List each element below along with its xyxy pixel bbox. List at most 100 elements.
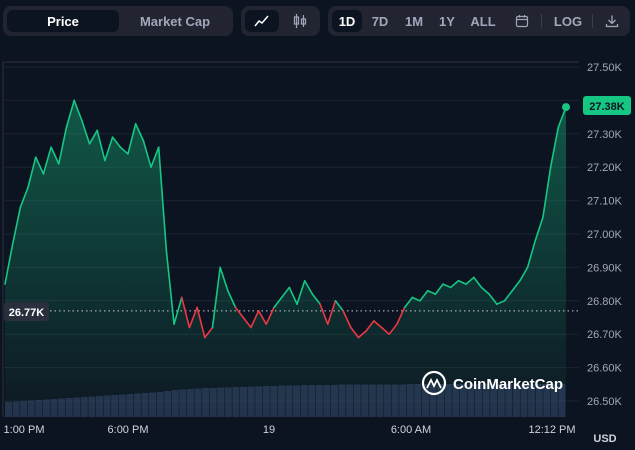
price-line-segment	[34, 156, 45, 175]
price-line-segment	[280, 286, 291, 299]
download-button[interactable]	[599, 10, 625, 32]
price-line-segment	[549, 126, 560, 168]
toolbar-divider	[541, 14, 542, 28]
price-line-segment	[365, 320, 375, 332]
price-line-segment	[81, 119, 91, 145]
watermark-text: CoinMarketCap	[453, 376, 563, 393]
x-tick-label: 6:00 AM	[391, 424, 431, 436]
y-tick-label: 26.50K	[587, 396, 623, 408]
price-line-segment	[165, 249, 175, 325]
view-toggle: Price Market Cap	[3, 6, 233, 36]
price-line-segment	[472, 276, 483, 289]
x-tick-label: 12:12 PM	[528, 424, 575, 436]
range-all-button[interactable]: ALL	[470, 13, 496, 29]
price-line-segment	[373, 320, 383, 329]
price-line-segment	[319, 303, 329, 325]
price-line-segment	[204, 326, 214, 339]
price-line-segment	[104, 136, 114, 162]
price-line-segment	[480, 286, 490, 295]
price-line-segment	[88, 129, 99, 145]
price-line-segment	[273, 296, 283, 309]
range-1m-button[interactable]: 1M	[404, 13, 424, 29]
coinmarketcap-logo: CoinMarketCap	[421, 370, 563, 396]
x-tick-label: 6:00 PM	[108, 424, 149, 436]
log-scale-button[interactable]: LOG	[553, 13, 583, 29]
price-line-segment	[42, 146, 52, 175]
candlestick-button[interactable]	[283, 10, 317, 32]
price-line-segment	[288, 286, 298, 305]
price-line-segment	[173, 296, 183, 325]
price-line-segment	[488, 293, 498, 305]
y-tick-label: 26.60K	[587, 363, 623, 375]
price-line-segment	[134, 122, 145, 142]
price-line-segment	[11, 206, 22, 245]
current-price-label: 27.38K	[589, 101, 625, 113]
calendar-icon	[515, 15, 529, 28]
x-tick-label: 1:00 PM	[4, 424, 45, 436]
price-area-fill	[5, 100, 566, 418]
candlestick-icon	[293, 14, 307, 28]
price-line-segment	[419, 289, 429, 302]
y-tick-label: 26.70K	[587, 329, 623, 341]
price-line-segment	[196, 306, 206, 339]
price-line-segment	[503, 289, 514, 302]
calendar-button[interactable]	[508, 10, 536, 32]
price-line-segment	[511, 279, 521, 292]
y-tick-label: 27.00K	[587, 229, 623, 241]
price-line-segment	[242, 316, 252, 329]
price-line-segment	[342, 310, 352, 329]
price-line-segment	[73, 99, 83, 122]
price-line-segment	[396, 306, 406, 325]
price-line-segment	[311, 293, 321, 305]
price-line-segment	[50, 146, 60, 165]
price-tab[interactable]: Price	[7, 10, 119, 32]
price-line-segment	[150, 146, 160, 168]
price-line-segment	[403, 296, 414, 309]
price-line-segment	[127, 122, 137, 155]
price-line-segment	[211, 266, 221, 329]
chart-type-toggle	[241, 6, 320, 36]
line-chart-button[interactable]	[245, 10, 279, 32]
price-line-segment	[250, 310, 260, 329]
price-line-segment	[188, 306, 198, 329]
price-line-segment	[442, 283, 452, 289]
price-line-segment	[265, 306, 275, 325]
price-line-segment	[19, 186, 29, 209]
price-line-segment	[296, 279, 306, 305]
price-line-segment	[65, 99, 75, 128]
price-line-segment	[303, 279, 314, 295]
reference-price-badge	[4, 302, 49, 321]
last-price-dot	[562, 103, 570, 112]
toolbar-divider	[592, 14, 593, 28]
price-line-segment	[519, 266, 529, 282]
y-tick-label: 26.80K	[587, 296, 623, 308]
market-cap-tab[interactable]: Market Cap	[139, 13, 211, 29]
line-chart-icon	[254, 15, 269, 27]
price-line-segment	[388, 323, 398, 336]
price-line-segment	[357, 330, 367, 339]
price-line-segment	[496, 299, 506, 305]
price-line-segment	[426, 289, 437, 295]
x-axis: 1:00 PM 6:00 PM 19 6:00 AM 12:12 PM	[4, 424, 576, 436]
price-line-segment	[526, 239, 537, 269]
price-line-segment	[434, 283, 444, 295]
price-line-segment	[27, 156, 37, 189]
range-toolbar: 1D 7D 1M 1Y ALL LOG	[328, 6, 630, 36]
price-line-segment	[234, 306, 245, 319]
y-tick-label: 27.20K	[587, 162, 623, 174]
coinmarketcap-logo-icon	[421, 370, 447, 396]
range-7d-button[interactable]: 7D	[371, 13, 389, 29]
range-1y-button[interactable]: 1Y	[439, 13, 455, 29]
price-line-segment	[180, 296, 191, 329]
range-1d-button[interactable]: 1D	[332, 10, 362, 32]
price-line-segment	[257, 310, 268, 325]
price-line-segment	[142, 139, 152, 168]
price-line-segment	[111, 136, 122, 148]
x-tick-label: 19	[263, 424, 275, 436]
download-icon	[605, 15, 619, 28]
y-tick-label: 27.10K	[587, 196, 623, 208]
price-line-segment	[4, 243, 14, 285]
price-line-segment	[219, 266, 229, 292]
price-line-segment	[334, 299, 344, 312]
